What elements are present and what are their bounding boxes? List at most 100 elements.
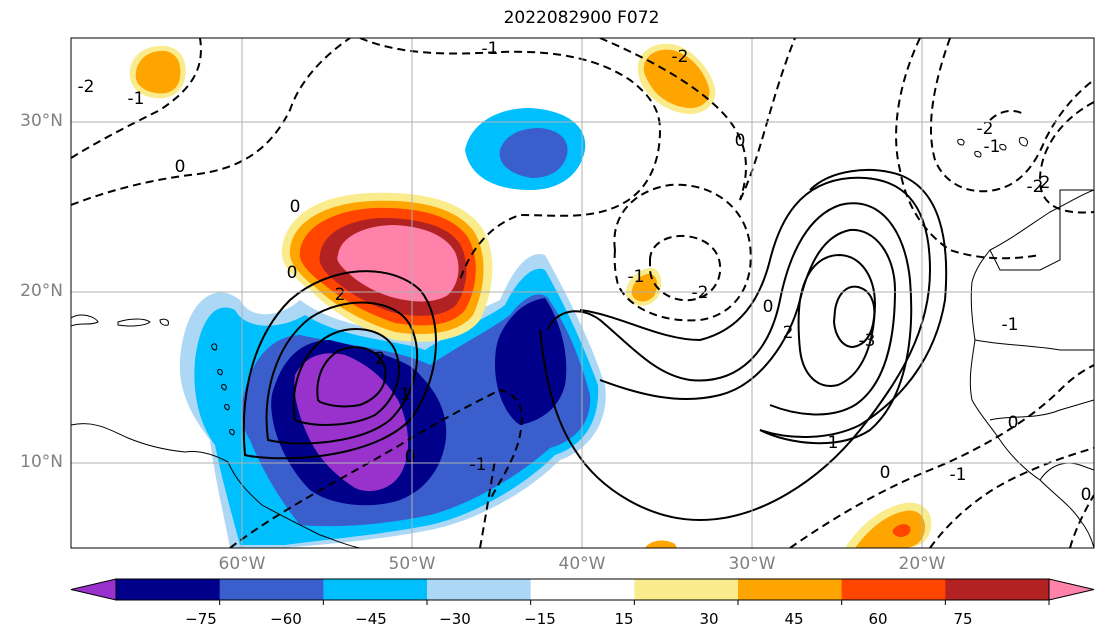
contour-label: -1 bbox=[482, 39, 499, 59]
positive-anomaly-patch bbox=[135, 50, 181, 94]
contour-label: -1 bbox=[1002, 315, 1019, 335]
contour-label: -2 bbox=[692, 283, 709, 303]
contour-label: -2 bbox=[977, 119, 994, 139]
lon-label-60w: 60°W bbox=[218, 554, 266, 574]
map-frame bbox=[70, 37, 1095, 549]
contour-positive bbox=[316, 346, 387, 408]
contour-label: -1 bbox=[628, 267, 645, 287]
gridlines bbox=[71, 38, 1094, 548]
contour-negative bbox=[599, 38, 747, 201]
contour-negative bbox=[895, 38, 1041, 260]
shaded-fields bbox=[129, 43, 932, 548]
contour-label: 0 bbox=[287, 263, 298, 283]
contour-lines-negative bbox=[71, 38, 1094, 548]
contour-negative bbox=[359, 38, 662, 281]
contour-negative bbox=[1038, 101, 1094, 214]
coastline-caribbean bbox=[117, 318, 151, 327]
map-title: 2022082900 F072 bbox=[503, 8, 660, 28]
lat-label-10n: 10°N bbox=[20, 452, 63, 472]
contour-negative bbox=[649, 234, 722, 302]
lon-label-40w: 40°W bbox=[558, 554, 606, 574]
coastline-caribbean bbox=[159, 318, 169, 326]
contour-label: 1 bbox=[828, 433, 839, 453]
contour-negative bbox=[613, 183, 752, 322]
contour-label: 0 bbox=[175, 157, 186, 177]
contour-positive bbox=[832, 285, 876, 349]
colorbar-segment bbox=[841, 579, 946, 600]
contour-negative bbox=[739, 38, 796, 201]
contour-label: -2 bbox=[672, 47, 689, 67]
contour-label: 0 bbox=[1008, 413, 1019, 433]
lon-label-20w: 20°W bbox=[898, 554, 946, 574]
colorbar-tick-label: −75 bbox=[185, 610, 217, 628]
colorbar-segment bbox=[219, 579, 324, 600]
contour-positive bbox=[547, 202, 913, 445]
contour-label: 0 bbox=[880, 463, 891, 483]
contour-positive bbox=[242, 270, 437, 460]
contour-positive bbox=[292, 327, 400, 426]
contour-label: 2 bbox=[375, 349, 386, 369]
border-africa bbox=[989, 399, 1094, 421]
colorbar-segment bbox=[427, 579, 532, 600]
contour-label: -3 bbox=[859, 331, 876, 351]
contour-negative bbox=[1069, 494, 1094, 548]
contour-negative bbox=[789, 364, 1094, 548]
colorbar bbox=[70, 578, 1095, 605]
negative-anomaly-core-north bbox=[499, 128, 568, 178]
colorbar-segment bbox=[945, 579, 1050, 600]
colorbar-tick-label: −30 bbox=[439, 610, 471, 628]
border-africa bbox=[1039, 462, 1094, 481]
colorbar-segment bbox=[530, 579, 635, 600]
lon-label-30w: 30°W bbox=[728, 554, 776, 574]
colorbar-extend-max bbox=[1048, 578, 1095, 601]
colorbar-tick-label: 30 bbox=[699, 610, 719, 628]
contour-negative bbox=[989, 109, 1026, 121]
positive-anomaly-patch bbox=[643, 49, 710, 109]
positive-anomaly-patch bbox=[645, 540, 677, 548]
coastline-canary-islands bbox=[957, 137, 1028, 158]
contour-negative bbox=[229, 388, 523, 548]
contour-negative bbox=[479, 459, 496, 548]
colorbar-tick-label: 45 bbox=[784, 610, 804, 628]
contour-label: 2 bbox=[783, 323, 794, 343]
contour-label: 2 bbox=[335, 285, 346, 305]
border-africa bbox=[989, 189, 1094, 271]
contour-positive bbox=[599, 228, 897, 416]
colorbar-tick-label: 75 bbox=[953, 610, 973, 628]
contour-label: -1 bbox=[984, 137, 1001, 157]
colorbar-tick-label: −60 bbox=[270, 610, 302, 628]
positive-anomaly-patch bbox=[631, 273, 658, 302]
contour-label: 0 bbox=[763, 297, 774, 317]
colorbar-tick-label: −15 bbox=[524, 610, 556, 628]
contour-negative bbox=[71, 38, 202, 159]
lon-label-50w: 50°W bbox=[388, 554, 436, 574]
coastline-caribbean bbox=[71, 314, 99, 327]
contour-label: 0 bbox=[1081, 485, 1092, 505]
contour-label: -2 bbox=[1027, 177, 1044, 197]
contour-negative bbox=[71, 38, 351, 206]
contour-label: 2 bbox=[1040, 173, 1051, 193]
contour-positive bbox=[539, 329, 576, 451]
contour-negative bbox=[930, 38, 1094, 193]
colorbar-segment bbox=[116, 579, 221, 600]
colorbar-segment bbox=[738, 579, 843, 600]
contour-label: 1 bbox=[400, 385, 411, 405]
coastlines bbox=[71, 137, 1094, 548]
coastline-africa bbox=[969, 189, 1094, 548]
contour-label: 0 bbox=[405, 447, 416, 467]
positive-anomaly-core bbox=[337, 225, 459, 302]
contour-negative bbox=[929, 447, 1094, 548]
contour-label: -1 bbox=[128, 89, 145, 109]
colorbar-tick-label: −45 bbox=[355, 610, 387, 628]
colorbar-tick-label: 60 bbox=[868, 610, 888, 628]
contour-label: -2 bbox=[78, 77, 95, 97]
colorbar-segment bbox=[634, 579, 739, 600]
contour-label: -1 bbox=[470, 455, 487, 475]
contour-label: 0 bbox=[290, 197, 301, 217]
coastline-islands bbox=[211, 343, 235, 436]
border-africa bbox=[974, 339, 1094, 351]
coastline-caribbean bbox=[71, 423, 229, 463]
